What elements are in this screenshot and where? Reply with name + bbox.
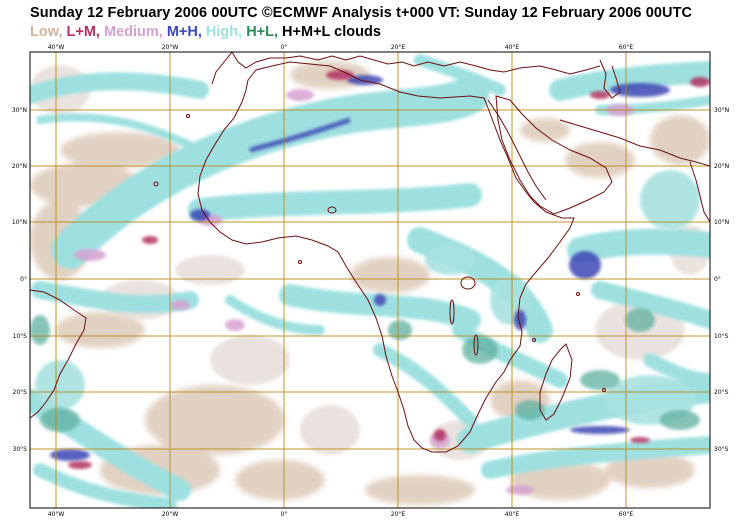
lon-label-60e-top: 60°E (619, 44, 634, 51)
legend-lm: L+M, (66, 24, 104, 40)
lon-label-0-bottom: 0° (281, 511, 288, 518)
lat-label-0-right: 0° (714, 276, 721, 283)
iberia-coastline (211, 52, 233, 85)
iran-coastline (559, 119, 710, 167)
high-low-cloud-areas (30, 308, 700, 432)
cloud-legend: Low, L+M, Medium, M+H, High, H+L, H+M+L … (30, 24, 381, 40)
lon-label-20w-bottom: 20°W (162, 511, 179, 518)
coastlines (30, 52, 710, 453)
lake-victoria (460, 276, 476, 290)
lon-label-40w-bottom: 40°W (48, 511, 65, 518)
india-coastline (689, 161, 710, 223)
high-cloud-fills (35, 170, 700, 425)
europe-coastline (231, 52, 601, 75)
legend-high: High, (205, 24, 247, 40)
lat-label-10n-left: 10°N (12, 219, 27, 226)
low-medium-cloud-areas (68, 70, 710, 469)
lat-label-30s-right: 30°S (714, 446, 729, 453)
lat-label-30s-left: 30°S (13, 446, 28, 453)
legend-hml: H+M+L clouds (282, 24, 381, 40)
legend-hl: H+L, (246, 24, 283, 40)
arabia-coastline (495, 95, 613, 215)
africa-coastline (197, 61, 575, 453)
comoros-islands (532, 338, 536, 342)
longitude-labels-top: 40°W 20°W 0° 20°E 40°E 60°E (48, 44, 634, 51)
mauritius-island (602, 388, 606, 392)
lake-chad (327, 206, 337, 214)
lat-label-30n-right: 30°N (714, 107, 729, 114)
latitude-labels-left: 30°N 20°N 10°N 0° 10°S 20°S 30°S (12, 107, 27, 453)
medium-high-cloud-areas (50, 75, 670, 461)
legend-medium: Medium, (103, 24, 167, 40)
lat-label-20n-right: 20°N (714, 163, 729, 170)
lon-label-60e-bottom: 60°E (619, 511, 634, 518)
longitude-labels-bottom: 40°W 20°W 0° 20°E 40°E 60°E (48, 511, 634, 518)
lake-tanganyika (449, 299, 455, 325)
madagascar-coastline (539, 343, 573, 421)
lon-label-40e-bottom: 40°E (505, 511, 520, 518)
south-america-coastline (30, 289, 87, 419)
lat-label-30n-left: 30°N (12, 107, 27, 114)
lon-label-20e-top: 20°E (391, 44, 406, 51)
caspian-coastline (599, 59, 621, 99)
canary-islands (186, 114, 190, 118)
lat-label-10n-right: 10°N (714, 219, 729, 226)
map-title: Sunday 12 February 2006 00UTC ©ECMWF Ana… (30, 5, 693, 21)
lon-label-40e-top: 40°E (505, 44, 520, 51)
sao-tome-island (298, 260, 302, 264)
lon-label-20e-bottom: 20°E (391, 511, 406, 518)
low-cloud-areas (30, 61, 710, 505)
lat-label-10s-left: 10°S (13, 333, 28, 340)
red-sea-coastline (487, 99, 547, 201)
lat-label-20s-right: 20°S (714, 389, 729, 396)
lake-malawi (473, 334, 479, 356)
lat-label-0-left: 0° (20, 276, 27, 283)
cape-verde-islands (153, 181, 159, 187)
lat-label-20s-left: 20°S (13, 389, 28, 396)
lat-label-10s-right: 10°S (714, 333, 729, 340)
lat-label-20n-left: 20°N (12, 163, 27, 170)
graticule (30, 52, 710, 508)
lon-label-20w-top: 20°W (162, 44, 179, 51)
legend-mh: M+H, (166, 24, 206, 40)
lon-label-0-top: 0° (281, 44, 288, 51)
legend-low: Low, (30, 24, 67, 40)
lon-label-40w-top: 40°W (48, 44, 65, 51)
map-frame (29, 51, 711, 509)
seychelles-islands (576, 292, 580, 296)
cloud-layers (30, 54, 710, 508)
latitude-labels-right: 30°N 20°N 10°N 0° 10°S 20°S 30°S (714, 107, 729, 453)
